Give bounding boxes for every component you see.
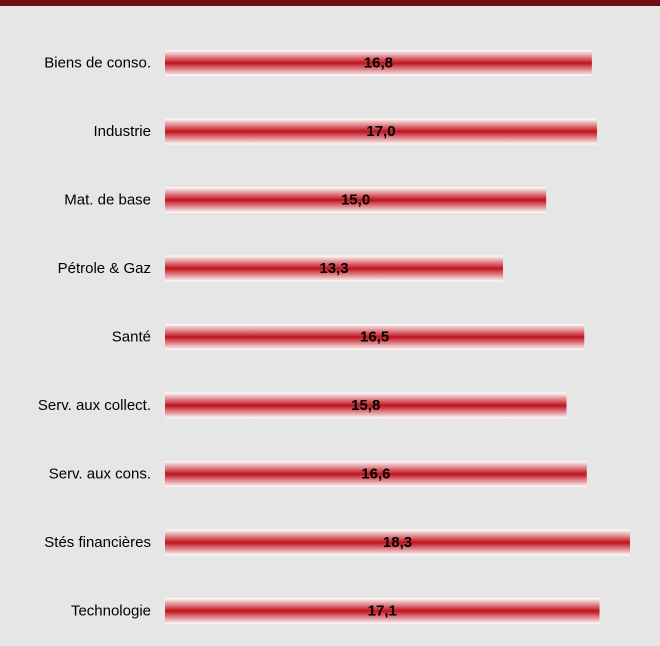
value-label: 16,5: [360, 329, 389, 346]
category-label: Serv. aux collect.: [38, 397, 151, 414]
bar: [165, 324, 585, 350]
value-label: 16,8: [364, 55, 393, 72]
value-label: 17,0: [366, 123, 395, 140]
category-label: Stés financières: [44, 534, 151, 551]
bar: [165, 187, 547, 213]
bar: [165, 461, 587, 487]
bars-group: Biens de conso. 16,8 Industrie 17,0 Mat. de …: [38, 50, 630, 624]
bar: [165, 118, 597, 145]
category-label: Santé: [112, 329, 151, 346]
value-label: 15,0: [341, 192, 370, 209]
top-accent-bar: [0, 0, 660, 6]
bar: [165, 50, 592, 76]
bar: [165, 392, 567, 419]
bar: [165, 255, 503, 282]
category-label: Technologie: [71, 603, 151, 620]
value-label: 15,8: [351, 397, 380, 414]
category-label: Pétrole & Gaz: [58, 260, 151, 277]
value-label: 18,3: [383, 534, 412, 551]
category-label: Mat. de base: [64, 192, 151, 209]
value-label: 17,1: [368, 603, 397, 620]
category-label: Industrie: [93, 123, 151, 140]
category-label: Serv. aux cons.: [49, 466, 151, 483]
bar: [165, 529, 630, 556]
category-label: Biens de conso.: [44, 55, 151, 72]
bar: [165, 598, 600, 624]
value-label: 16,6: [361, 466, 390, 483]
value-label: 13,3: [319, 260, 348, 277]
